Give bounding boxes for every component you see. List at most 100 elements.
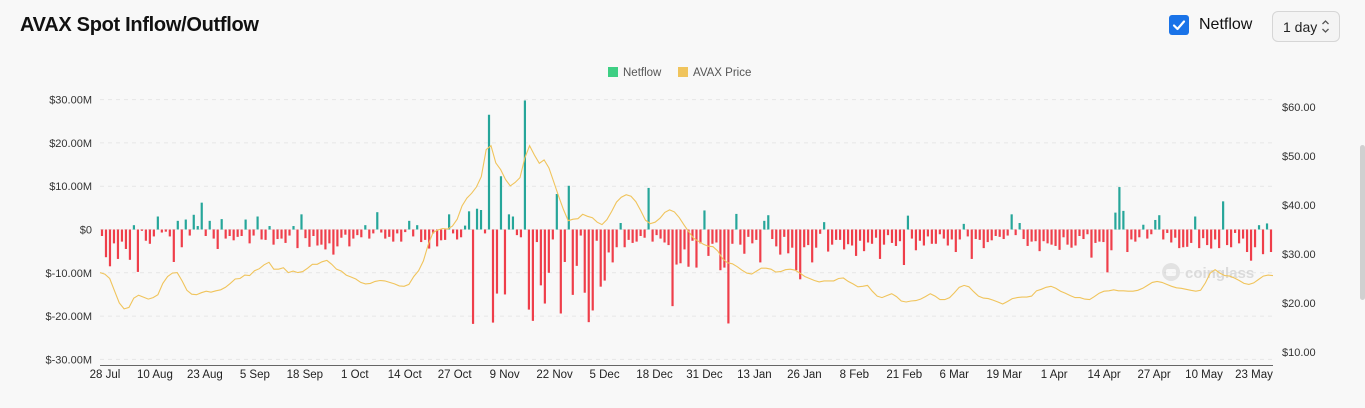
netflow-bar	[1114, 212, 1117, 230]
netflow-bar	[695, 229, 698, 268]
x-tick: 10 May	[1185, 369, 1223, 381]
netflow-bar	[763, 220, 766, 230]
netflow-bar	[926, 229, 929, 237]
x-tick: 28 Jul	[90, 369, 121, 381]
y-right-tick: $20.00	[1282, 298, 1316, 310]
netflow-bar	[244, 219, 247, 230]
netflow-bar	[835, 229, 838, 240]
netflow-bar	[815, 229, 818, 248]
netflow-bar	[475, 208, 479, 230]
netflow-bar	[839, 229, 842, 240]
netflow-bar	[1050, 229, 1053, 245]
x-tick: 18 Sep	[287, 369, 323, 381]
netflow-bar	[811, 229, 814, 263]
netflow-bar	[1194, 216, 1197, 230]
netflow-bar	[1058, 229, 1061, 250]
netflow-bar	[1098, 229, 1101, 242]
netflow-bar	[531, 229, 534, 321]
netflow-bar	[1134, 229, 1137, 242]
netflow-bar	[232, 229, 235, 241]
netflow-bar	[1174, 229, 1177, 238]
netflow-bar	[771, 229, 774, 240]
netflow-bar	[659, 229, 662, 239]
netflow-bar	[471, 229, 475, 324]
netflow-bar	[1006, 229, 1009, 236]
netflow-bar	[611, 229, 614, 263]
netflow-bar	[368, 229, 371, 239]
netflow-bar	[583, 229, 586, 293]
netflow-bar	[643, 229, 646, 238]
x-tick: 10 Aug	[137, 369, 173, 381]
netflow-bar	[679, 229, 682, 264]
netflow-bar	[236, 229, 239, 237]
netflow-bar	[647, 187, 650, 230]
netflow-bar	[1130, 229, 1133, 240]
netflow-bar	[1222, 201, 1225, 230]
netflow-bar	[974, 229, 977, 240]
netflow-bar	[364, 225, 367, 230]
netflow-bar	[627, 229, 630, 240]
y-left-tick: $-30.00M	[46, 354, 92, 366]
netflow-bar	[599, 229, 602, 287]
netflow-bar	[404, 229, 407, 233]
y-right-tick: $10.00	[1282, 347, 1316, 359]
netflow-bar	[803, 229, 806, 248]
netflow-bar	[703, 210, 706, 230]
netflow-bar	[196, 226, 199, 230]
netflow-bar	[256, 216, 259, 230]
netflow-bar	[671, 229, 674, 307]
netflow-bar	[1022, 229, 1025, 240]
netflow-bar	[519, 229, 523, 238]
netflow-bar	[1234, 229, 1237, 233]
netflow-bar	[212, 229, 215, 239]
netflow-bar	[100, 229, 104, 236]
y-left-tick: $10.00M	[49, 181, 92, 193]
netflow-bar	[1110, 229, 1113, 251]
netflow-bar	[691, 229, 694, 241]
netflow-bar	[108, 229, 112, 267]
netflow-bar	[503, 229, 507, 295]
netflow-bar	[523, 100, 527, 230]
interval-value: 1 day	[1283, 18, 1318, 35]
netflow-bar	[783, 229, 786, 237]
netflow-bar	[950, 229, 953, 240]
netflow-bar	[132, 225, 136, 230]
netflow-checkbox[interactable]	[1169, 15, 1189, 35]
netflow-bar	[312, 229, 315, 236]
netflow-bar	[1186, 229, 1189, 247]
netflow-bar	[651, 229, 654, 242]
netflow-bar	[1249, 229, 1253, 261]
x-tick: 27 Oct	[438, 369, 473, 381]
netflow-bar	[192, 214, 195, 230]
netflow-bar	[463, 225, 467, 230]
netflow-toggle[interactable]: Netflow	[1169, 15, 1252, 35]
netflow-bar	[535, 229, 538, 243]
netflow-bar	[1126, 229, 1129, 253]
netflow-bar	[499, 176, 503, 230]
netflow-bar	[1146, 229, 1149, 239]
netflow-bar	[954, 229, 957, 253]
netflow-bar	[539, 229, 542, 286]
netflow-bar	[687, 229, 690, 267]
netflow-bar	[1002, 229, 1005, 240]
netflow-bar	[994, 229, 997, 236]
netflow-bar	[216, 229, 219, 249]
netflow-bar	[998, 229, 1001, 237]
netflow-bar	[448, 214, 451, 230]
netflow-bar	[515, 229, 519, 236]
netflow-bar	[352, 229, 355, 239]
interval-select[interactable]: 1 day	[1272, 11, 1340, 42]
x-tick: 14 Apr	[1088, 369, 1121, 381]
netflow-bar	[886, 229, 890, 236]
netflow-bar	[827, 229, 830, 252]
netflow-bar	[1226, 229, 1229, 246]
scrollbar[interactable]	[1360, 145, 1365, 300]
netflow-bar	[1166, 229, 1169, 233]
netflow-bar	[388, 229, 391, 237]
netflow-bar	[276, 229, 279, 240]
netflow-bar	[172, 229, 175, 262]
netflow-bar	[579, 229, 582, 236]
netflow-bar	[1261, 229, 1265, 255]
netflow-bar	[1202, 229, 1205, 239]
netflow-bar	[416, 225, 419, 230]
